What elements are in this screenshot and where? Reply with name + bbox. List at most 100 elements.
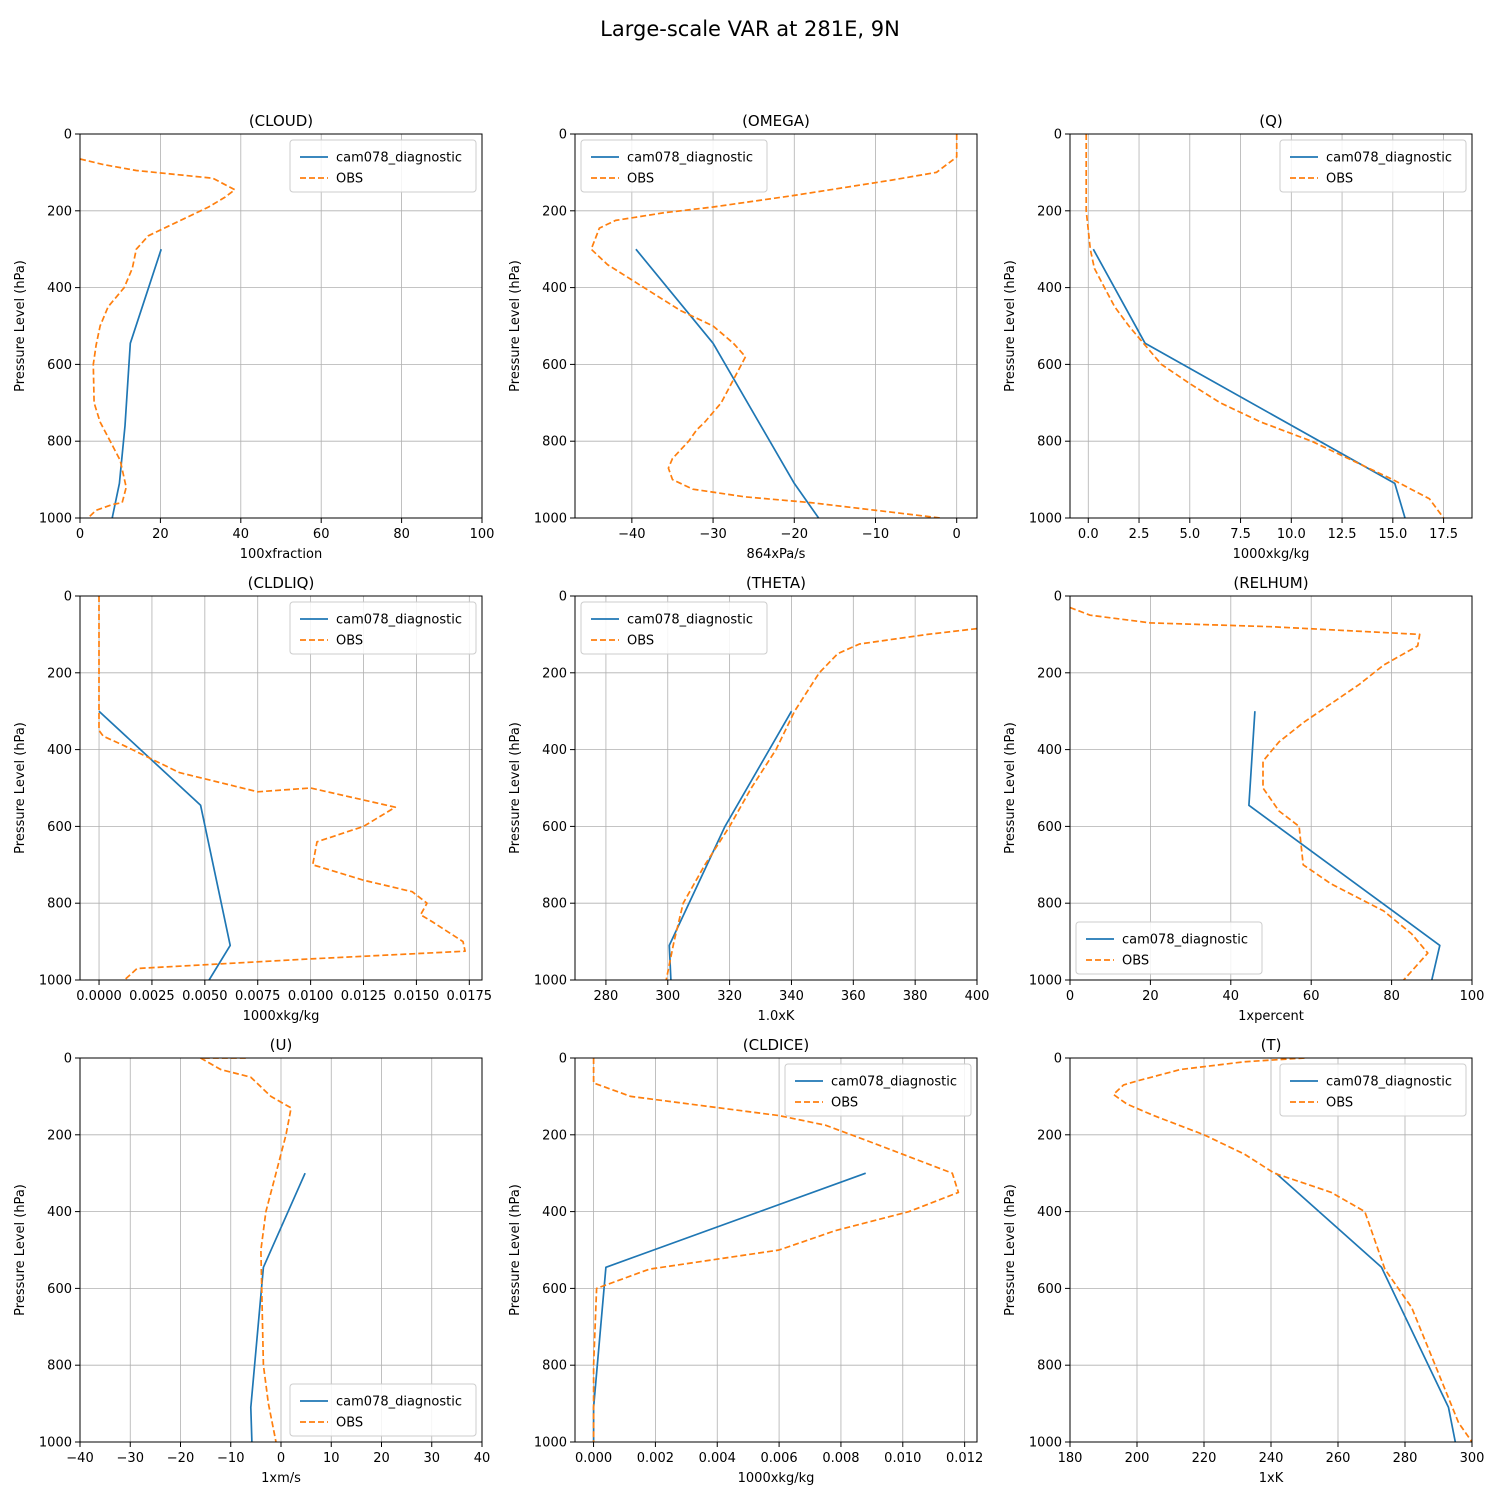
x-tick-label: 0.006 — [760, 1451, 797, 1466]
legend: cam078_diagnostic OBS — [289, 601, 477, 655]
legend-label: OBS — [831, 1096, 858, 1111]
y-axis-label: Pressure Level (hPa) — [1003, 260, 1018, 392]
x-tick-label: 0.010 — [884, 1451, 921, 1466]
x-tick-label: 10.0 — [1277, 527, 1306, 542]
x-tick-label: 15.0 — [1378, 527, 1407, 542]
legend-label: OBS — [627, 172, 654, 187]
series-line-obs — [592, 1058, 960, 1442]
panel-grid: 0 20 40 60 80 10002004006008001000(CLOUD)100x… — [13, 112, 1484, 1486]
y-tick-label: 0 — [559, 128, 567, 143]
x-tick-label: 0.0100 — [288, 989, 334, 1004]
axes-frame — [79, 595, 483, 981]
legend-box — [580, 139, 768, 193]
x-tick-label: 0.002 — [637, 1451, 674, 1466]
x-axis-label: 1xK — [1259, 1471, 1284, 1486]
panel-theta: 280 300 320 340 360 380 400 0 200 400 600 800 1000 (T… — [508, 574, 989, 1024]
series-line-obs — [80, 158, 236, 518]
legend-box — [1279, 139, 1467, 193]
panel-cldice: 0.000 0.002 0.004 0.006 0.008 0.010 0.012 0 200 4… — [508, 1036, 983, 1486]
x-tick-label: 280 — [1393, 1451, 1418, 1466]
y-tick-label: 1000 — [534, 1436, 567, 1451]
y-tick-label: 200 — [1037, 1128, 1062, 1143]
x-tick-label: 80 — [393, 527, 410, 542]
panel-title: (U) — [270, 1036, 293, 1054]
x-axis-label: 100xfraction — [240, 547, 322, 562]
x-tick-label: 40 — [474, 1451, 491, 1466]
x-tick-label: −10 — [217, 1451, 244, 1466]
x-tick-label: −10 — [862, 527, 889, 542]
series-line-obs — [1112, 1058, 1472, 1442]
y-tick-label: 400 — [47, 1205, 72, 1220]
series-line-obs — [98, 596, 466, 980]
legend-label: OBS — [1326, 1096, 1353, 1111]
legend-label: cam078_diagnostic — [627, 613, 753, 628]
x-tick-label: 180 — [1058, 1451, 1083, 1466]
y-tick-label: 1000 — [534, 512, 567, 527]
legend: cam078_diagnostic OBS — [580, 139, 768, 193]
legend-label: OBS — [627, 634, 654, 649]
x-axis-label: 1000xkg/kg — [738, 1471, 815, 1486]
y-tick-label: 0 — [64, 1052, 72, 1067]
legend-label: OBS — [336, 172, 363, 187]
series-line-model — [635, 248, 820, 518]
y-tick-label: 400 — [542, 743, 567, 758]
y-tick-label: 400 — [542, 1205, 567, 1220]
x-tick-label: 0.008 — [822, 1451, 859, 1466]
legend: cam078_diagnostic OBS — [580, 601, 768, 655]
series-line-model — [668, 710, 793, 980]
x-tick-label: 7.5 — [1230, 527, 1251, 542]
y-tick-label: 200 — [542, 1128, 567, 1143]
panel-title: (RELHUM) — [1233, 574, 1308, 592]
y-tick-label: 0 — [559, 590, 567, 605]
x-tick-label: 320 — [717, 989, 742, 1004]
x-tick-label: 20 — [373, 1451, 390, 1466]
panel-title: (OMEGA) — [742, 112, 810, 130]
y-tick-label: 200 — [47, 666, 72, 681]
series-line-obs — [590, 134, 958, 518]
y-tick-label: 800 — [47, 897, 72, 912]
panel-u: −40 −30 −20 −10 0 10 20 30 4002004006008001000(U… — [13, 1036, 490, 1486]
y-tick-label: 600 — [1037, 820, 1062, 835]
y-tick-label: 200 — [1037, 204, 1062, 219]
x-tick-label: 0.0125 — [341, 989, 387, 1004]
series-line-model — [1275, 1172, 1457, 1442]
x-tick-label: 0.012 — [946, 1451, 983, 1466]
y-tick-label: 400 — [47, 743, 72, 758]
x-tick-label: −40 — [66, 1451, 93, 1466]
axes-frame — [574, 595, 978, 981]
legend-box — [289, 1383, 477, 1437]
y-tick-label: 1000 — [39, 1436, 72, 1451]
y-tick-label: 800 — [542, 1359, 567, 1374]
x-axis-label: 864xPa/s — [747, 547, 806, 562]
legend-label: cam078_diagnostic — [336, 151, 462, 166]
y-tick-label: 600 — [542, 820, 567, 835]
y-tick-label: 800 — [1037, 1359, 1062, 1374]
legend: cam078_diagnostic OBS — [784, 1063, 972, 1117]
x-axis-label: 1000xkg/kg — [1233, 547, 1310, 562]
x-tick-label: 380 — [903, 989, 928, 1004]
x-axis-label: 1000xkg/kg — [243, 1009, 320, 1024]
x-tick-label: 5.0 — [1179, 527, 1200, 542]
y-axis-label: Pressure Level (hPa) — [1003, 722, 1018, 854]
series-line-model — [1092, 248, 1406, 518]
series-line-obs — [199, 1058, 292, 1442]
x-tick-label: 0.0 — [1078, 527, 1099, 542]
legend-label: OBS — [1326, 172, 1353, 187]
panel-title: (THETA) — [746, 574, 806, 592]
y-tick-label: 1000 — [1029, 974, 1062, 989]
y-tick-label: 400 — [47, 281, 72, 296]
axes-frame — [79, 1057, 483, 1443]
x-tick-label: 40 — [233, 527, 250, 542]
x-tick-label: −30 — [699, 527, 726, 542]
x-tick-label: 0.0075 — [235, 989, 281, 1004]
x-tick-label: 0.004 — [699, 1451, 736, 1466]
y-tick-label: 600 — [47, 820, 72, 835]
series-line-model — [1248, 711, 1441, 980]
legend-box — [1279, 1063, 1467, 1117]
x-tick-label: 400 — [965, 989, 990, 1004]
y-tick-label: 0 — [559, 1052, 567, 1067]
x-tick-label: 0 — [76, 527, 84, 542]
x-tick-label: 100 — [1460, 989, 1485, 1004]
y-tick-label: 600 — [47, 1282, 72, 1297]
y-tick-label: 800 — [1037, 435, 1062, 450]
